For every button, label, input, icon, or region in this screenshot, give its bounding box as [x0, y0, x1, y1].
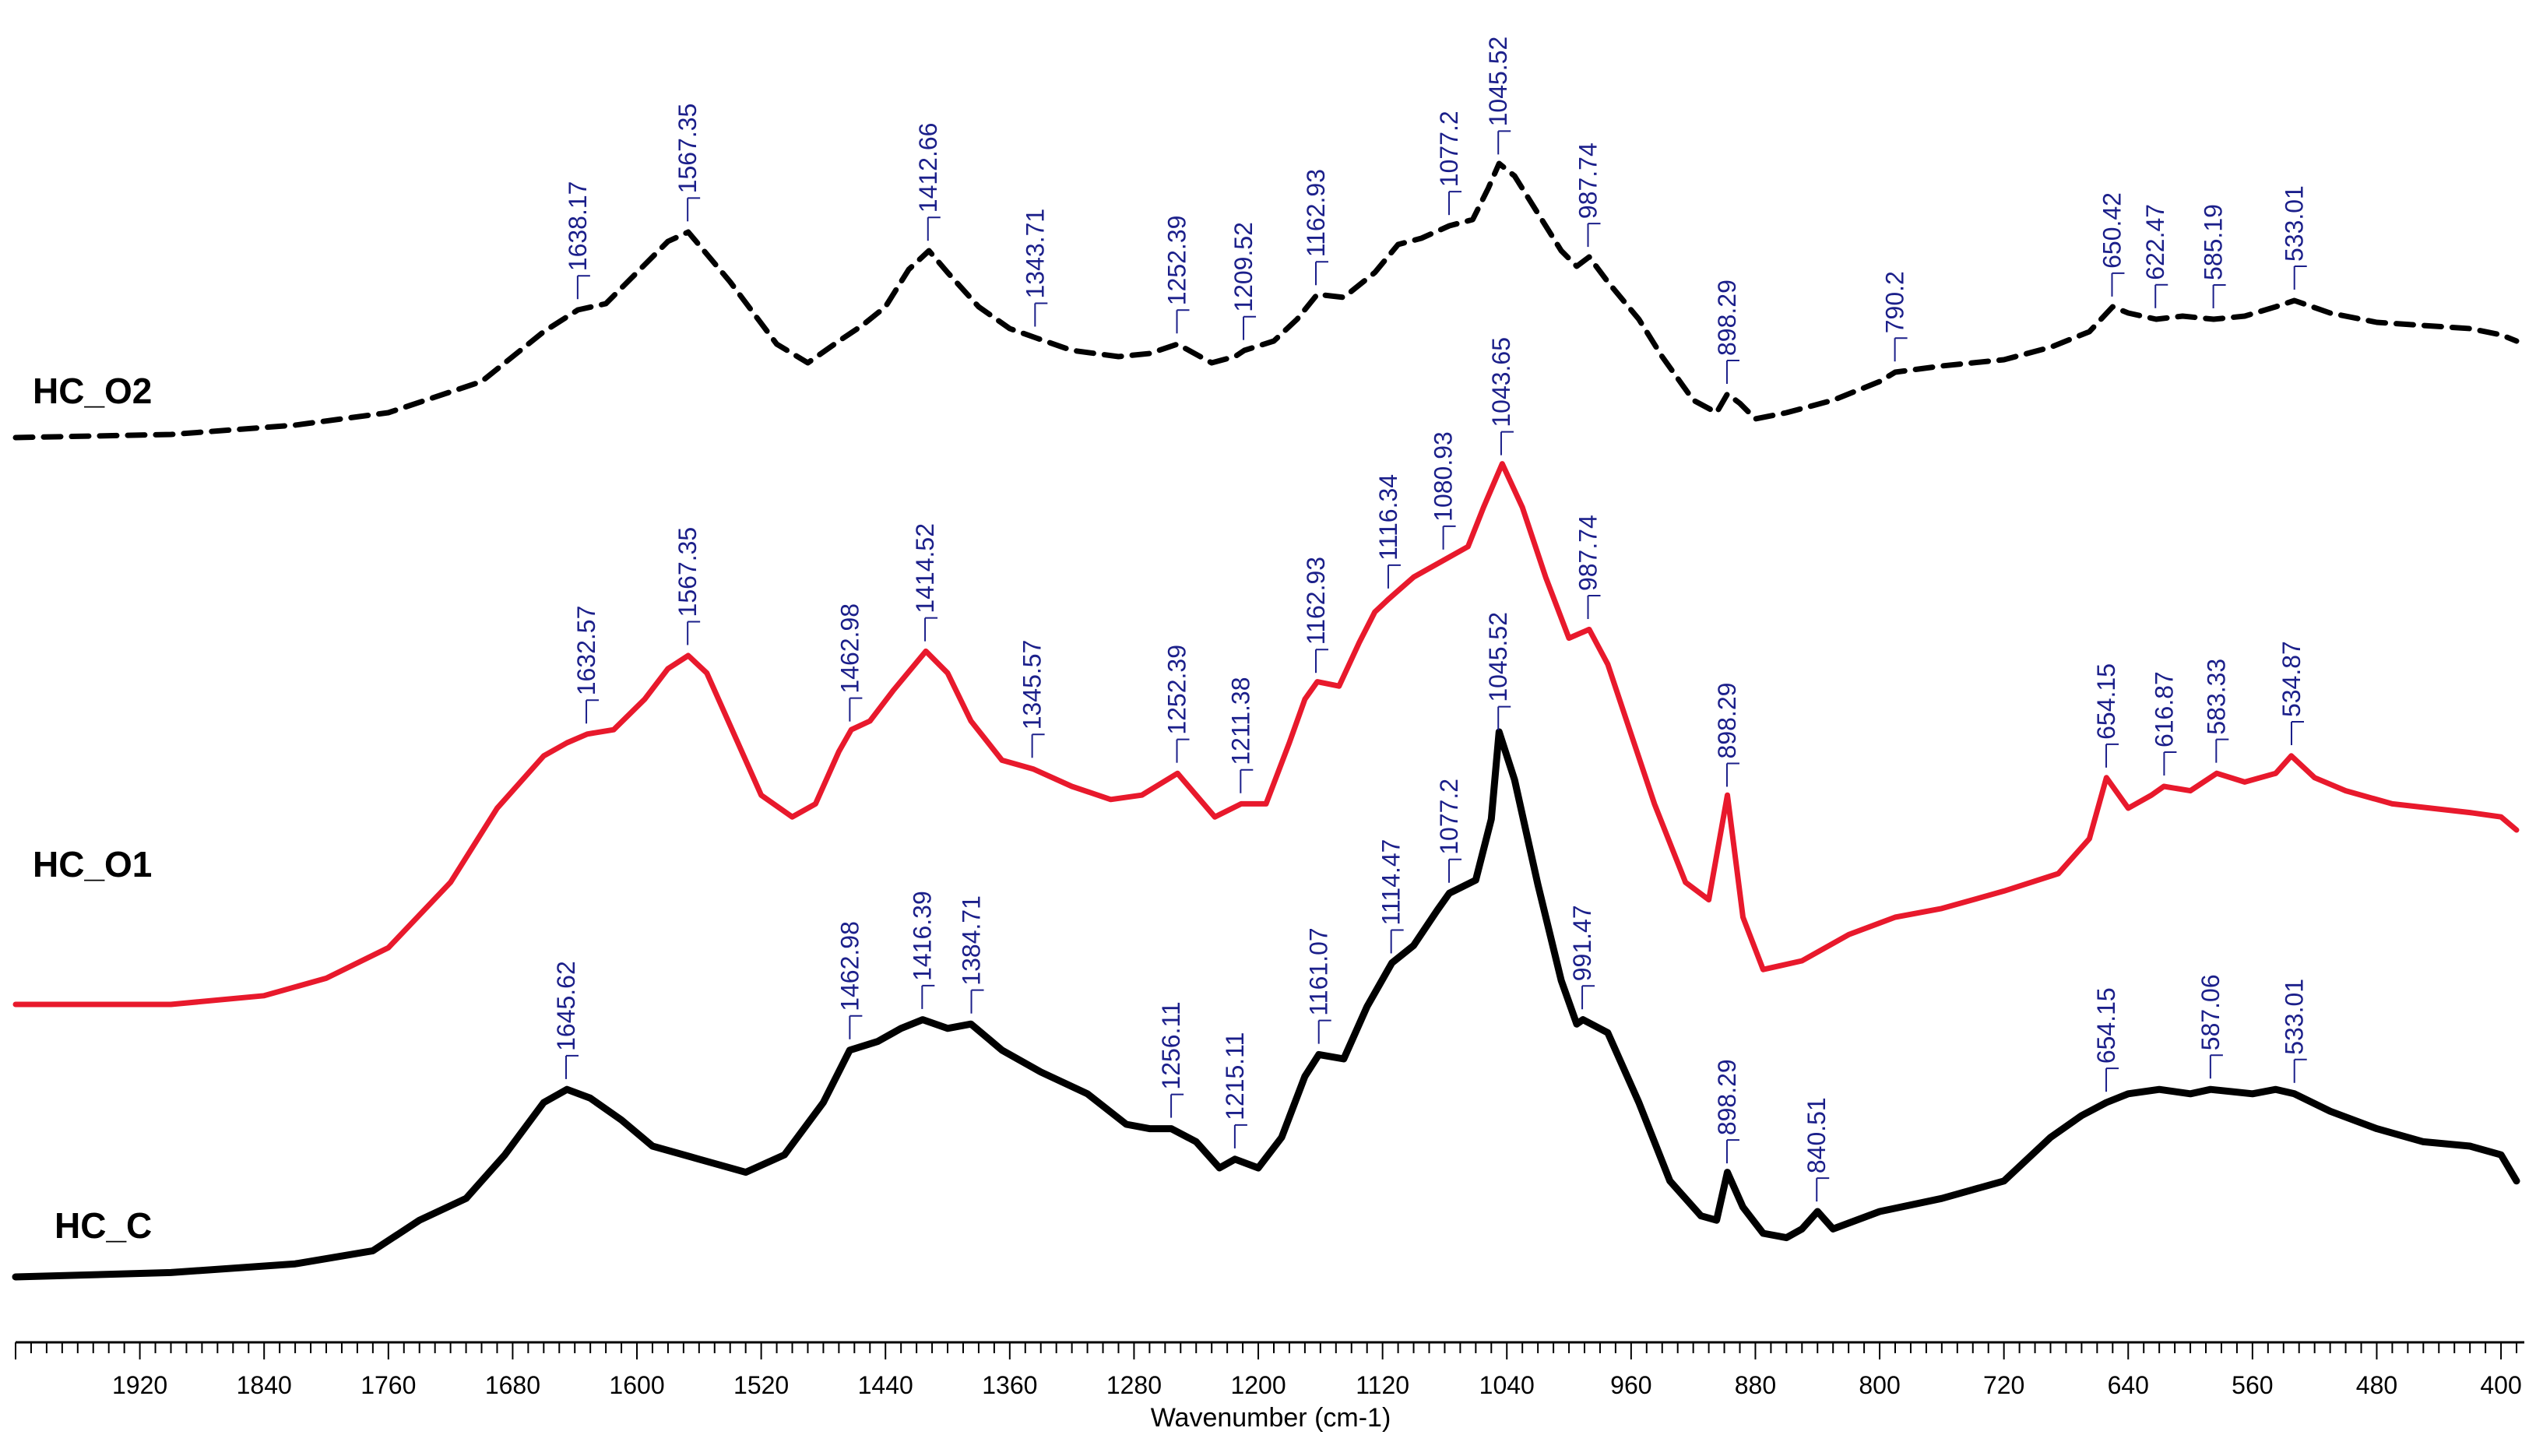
peak-label: 1252.39 [1163, 216, 1191, 306]
series-name-label: HC_O1 [33, 844, 152, 885]
series-line [12, 728, 2520, 1281]
peak-label: 534.87 [2277, 641, 2306, 717]
series-name-label: HC_O2 [33, 371, 152, 411]
peak-label: 1045.52 [1484, 37, 1512, 127]
peak-label: 650.42 [2098, 192, 2126, 269]
peak-label: 1567.35 [674, 104, 702, 194]
tick-label: 1680 [485, 1371, 540, 1399]
tick-label: 400 [2480, 1371, 2521, 1399]
peak-label: 622.47 [2141, 204, 2169, 280]
tick-label: 640 [2108, 1371, 2149, 1399]
series-hc-c: HC_C 1645.62 1462.98 1416.39 1384.71 1256.11 1… [12, 612, 2520, 1281]
peak-label: 1162.93 [1302, 169, 1330, 257]
peak-label: 1256.11 [1157, 1001, 1185, 1089]
peak-label: 1077.2 [1435, 779, 1463, 855]
series-name-label: HC_C [55, 1205, 152, 1246]
peak-label: 790.2 [1881, 271, 1909, 333]
peak-label: 1645.62 [552, 961, 580, 1051]
tick-label: 1120 [1356, 1371, 1409, 1399]
series-layer: HC_O2 1638.17 1567.35 1412.66 1343.71 1252.39… [12, 37, 2520, 1281]
tick-label: 480 [2356, 1371, 2397, 1399]
tick-label: 1840 [237, 1371, 292, 1399]
x-axis-ticks [15, 1342, 2518, 1359]
peak-label: 585.19 [2200, 204, 2228, 280]
peak-label: 587.06 [2197, 974, 2225, 1050]
peak-label: 1080.93 [1430, 431, 1458, 522]
peak-label: 898.29 [1713, 1059, 1741, 1135]
peak-label: 654.15 [2092, 663, 2120, 740]
peak-label: 1384.71 [958, 895, 986, 986]
peak-label: 1043.65 [1487, 337, 1515, 427]
tick-label: 1760 [361, 1371, 416, 1399]
tick-label: 1040 [1479, 1371, 1535, 1399]
peak-label: 1345.57 [1018, 640, 1046, 730]
peak-label: 533.01 [2281, 185, 2309, 262]
peak-label: 1462.98 [835, 603, 863, 694]
peak-label: 1211.38 [1226, 677, 1254, 765]
tick-label: 560 [2232, 1371, 2273, 1399]
peak-label: 1567.35 [674, 527, 702, 617]
tick-label: 960 [1610, 1371, 1651, 1399]
tick-label: 880 [1735, 1371, 1776, 1399]
peak-label: 654.15 [2092, 987, 2120, 1064]
series-line [12, 461, 2520, 1008]
x-axis-title: Wavenumber (cm-1) [1151, 1403, 1391, 1433]
peak-label: 1343.71 [1021, 209, 1049, 299]
peak-label: 1215.11 [1221, 1032, 1249, 1120]
peak-label: 1077.2 [1435, 111, 1463, 187]
peak-label: 1209.52 [1229, 222, 1257, 312]
peak-label: 1252.39 [1163, 645, 1191, 735]
tick-label: 1440 [858, 1371, 913, 1399]
peak-label: 1632.57 [572, 606, 600, 696]
tick-label: 720 [1983, 1371, 2024, 1399]
peak-label: 1045.52 [1484, 612, 1512, 702]
tick-label: 1360 [982, 1371, 1037, 1399]
peak-label: 1462.98 [835, 921, 863, 1011]
tick-label: 1280 [1106, 1371, 1162, 1399]
peak-label: 1161.07 [1305, 927, 1333, 1015]
peak-label: 1162.93 [1302, 557, 1330, 645]
tick-label: 1600 [609, 1371, 664, 1399]
peak-label: 840.51 [1803, 1097, 1831, 1173]
tick-label: 1200 [1230, 1371, 1286, 1399]
x-axis: 1920 1840 1760 1680 1600 1520 1440 1360 1280 1200… [15, 1341, 2524, 1433]
peak-label: 533.01 [2281, 979, 2309, 1055]
peak-label: 898.29 [1713, 280, 1741, 356]
peak-label: 1638.17 [564, 181, 592, 272]
peak-label: 898.29 [1713, 683, 1741, 759]
peak-label: 1414.52 [911, 523, 939, 614]
peak-label: 991.47 [1568, 905, 1596, 981]
series-hc-o1: HC_O1 1632.57 1567.35 1462.98 1414.52 1345.57… [12, 337, 2520, 1008]
peak-label: 616.87 [2150, 671, 2178, 747]
peak-label: 1412.66 [914, 123, 942, 213]
tick-label: 800 [1859, 1371, 1900, 1399]
peak-label: 987.74 [1574, 142, 1602, 219]
series-hc-o2: HC_O2 1638.17 1567.35 1412.66 1343.71 1252.39… [12, 37, 2520, 441]
peak-label: 1116.34 [1374, 474, 1402, 561]
tick-label: 1520 [733, 1371, 789, 1399]
peak-label: 987.74 [1574, 515, 1602, 591]
tick-label: 1920 [112, 1371, 167, 1399]
peak-label: 1416.39 [908, 891, 936, 981]
peak-label: 583.33 [2202, 659, 2230, 735]
peak-label: 1114.47 [1377, 839, 1405, 926]
x-axis-tick-labels: 1920 1840 1760 1680 1600 1520 1440 1360 1280 1200… [112, 1371, 2522, 1399]
